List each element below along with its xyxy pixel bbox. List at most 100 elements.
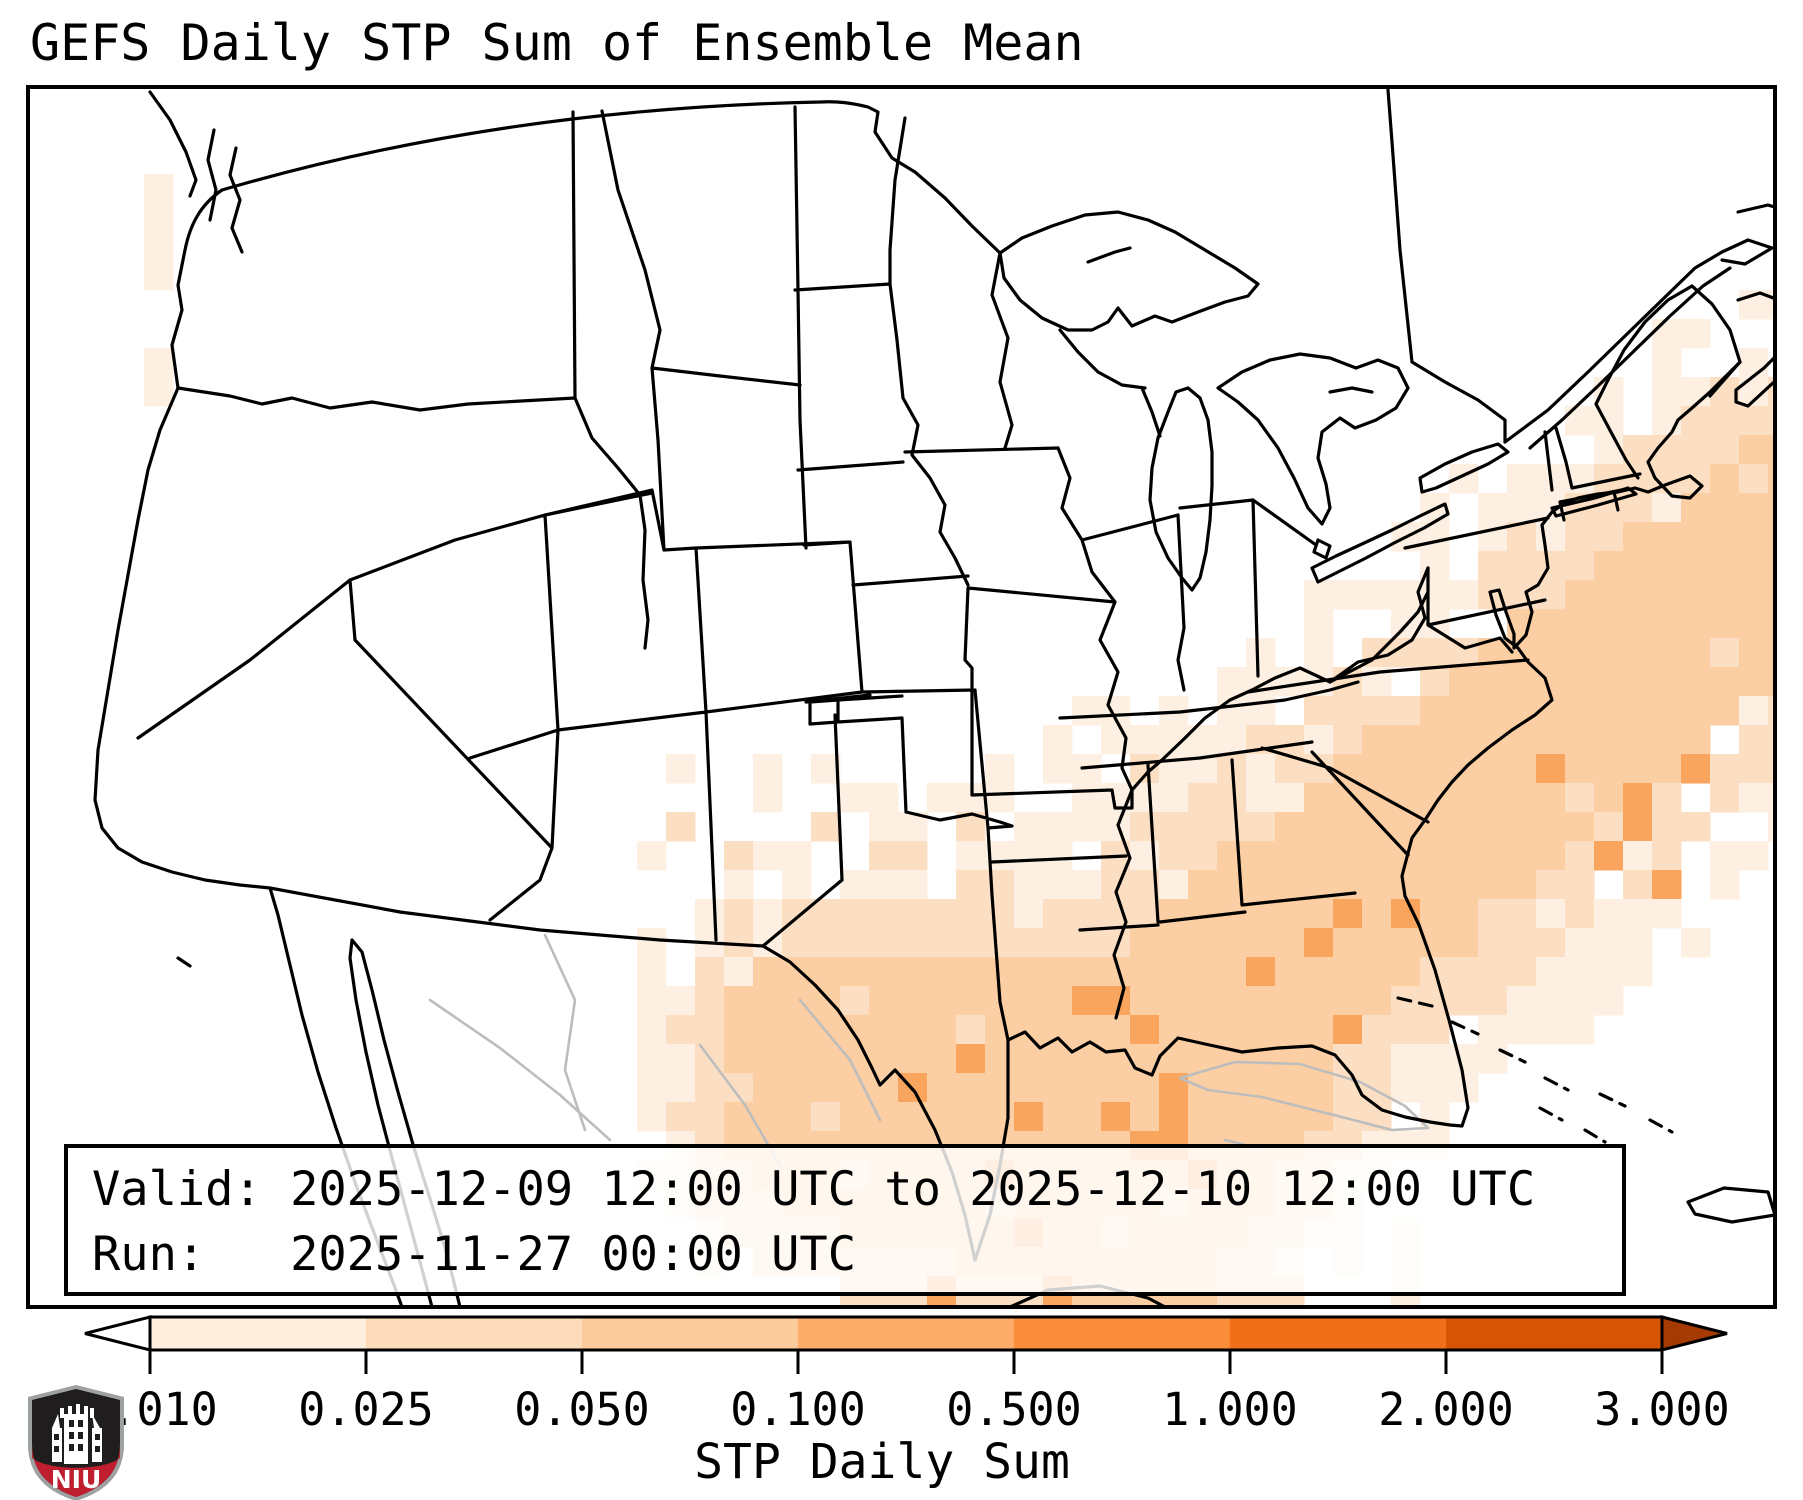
bahamas-islands (1396, 996, 1674, 1144)
heat-cell (1072, 783, 1102, 813)
valid-run-info-box: Valid: 2025-12-09 12:00 UTC to 2025-12-1… (64, 1144, 1626, 1296)
heat-cell (1594, 551, 1624, 581)
heat-cell (1362, 812, 1392, 842)
heat-cell (1768, 725, 1775, 755)
heat-cell (1333, 783, 1363, 813)
heat-cell (1681, 522, 1711, 552)
heat-cell (782, 1102, 812, 1132)
heat-cell (1159, 957, 1189, 987)
heat-cell (1304, 1102, 1334, 1132)
heat-cell (1710, 464, 1740, 494)
pacific-coast (93, 188, 404, 1307)
heat-cell (1304, 928, 1334, 958)
heat-cell (1043, 812, 1073, 842)
heat-cell (1681, 406, 1711, 436)
heat-cell (1043, 986, 1073, 1016)
heat-cell (1478, 783, 1508, 813)
heat-cell (1304, 899, 1334, 929)
heat-cell (1217, 1102, 1247, 1132)
heat-cell (695, 957, 725, 987)
heat-cell (1188, 1015, 1218, 1045)
heat-cell (1275, 1015, 1305, 1045)
heat-cell (1681, 928, 1711, 958)
colorbar-outline (148, 1315, 1664, 1352)
heat-cell (1188, 783, 1218, 813)
heat-cell (1101, 1102, 1131, 1132)
heat-cell (840, 783, 870, 813)
heat-cell (869, 1073, 899, 1103)
heat-cell (1188, 1102, 1218, 1132)
heat-cell (1275, 841, 1305, 871)
heat-cell (1623, 957, 1653, 987)
heat-cell (1739, 638, 1769, 668)
heat-cell (1739, 406, 1769, 436)
heat-cell (1217, 1073, 1247, 1103)
heat-cell (1739, 435, 1769, 465)
heat-cell (1246, 957, 1276, 987)
heat-cell (695, 1102, 725, 1132)
heat-cell (869, 783, 899, 813)
heat-cell (1333, 725, 1363, 755)
heat-cell (1391, 1044, 1421, 1074)
figure-title: GEFS Daily STP Sum of Ensemble Mean (30, 14, 1084, 72)
heat-cell (1420, 1015, 1450, 1045)
heat-cell (985, 1073, 1015, 1103)
heat-cell (1304, 609, 1334, 639)
heat-cell (1565, 1015, 1595, 1045)
heat-cell (1159, 899, 1189, 929)
heat-cell (1565, 725, 1595, 755)
heat-cell (1333, 580, 1363, 610)
heat-cell (1652, 696, 1682, 726)
heat-cell (1275, 986, 1305, 1016)
heat-cell (1449, 1044, 1479, 1074)
heat-cell (1594, 754, 1624, 784)
heat-cell (1159, 841, 1189, 871)
heat-cell (1478, 812, 1508, 842)
new-brunswick-maine (1594, 284, 1742, 480)
heat-cell (1652, 377, 1682, 407)
heat-cell (1014, 812, 1044, 842)
heat-cell (724, 870, 754, 900)
anticosti-island (1736, 203, 1775, 214)
heat-cell (1652, 754, 1682, 784)
heat-cell (1275, 899, 1305, 929)
heat-cell (1101, 1015, 1131, 1045)
heat-cell (898, 957, 928, 987)
heat-cell (1594, 580, 1624, 610)
heat-cell (1304, 580, 1334, 610)
logo-castle-icon (52, 1404, 102, 1464)
lake-ontario (1418, 442, 1510, 494)
heat-cell (1652, 609, 1682, 639)
heat-cell (1391, 928, 1421, 958)
heat-cell (956, 899, 986, 929)
heat-cell (927, 1102, 957, 1132)
heat-cell (1594, 841, 1624, 871)
heat-cell (1739, 783, 1769, 813)
heat-cell (985, 928, 1015, 958)
heat-cell (1739, 609, 1769, 639)
heat-cell (869, 812, 899, 842)
heat-cell (1333, 986, 1363, 1016)
heat-cell (1391, 725, 1421, 755)
heat-cell (927, 986, 957, 1016)
heat-cell (1420, 754, 1450, 784)
heat-cell (1681, 580, 1711, 610)
heat-cell (1246, 638, 1276, 668)
heat-cell (1130, 1073, 1160, 1103)
heat-cell (1478, 493, 1508, 523)
colorbar-segment (798, 1317, 1014, 1350)
heat-cell (1304, 725, 1334, 755)
heat-cell (1623, 667, 1653, 697)
heat-cell (840, 957, 870, 987)
heat-cell (1652, 812, 1682, 842)
lake-huron (1216, 352, 1410, 526)
heat-cell (1159, 1044, 1189, 1074)
heat-cell (666, 1073, 696, 1103)
heat-cell (1536, 870, 1566, 900)
heat-cell (1188, 841, 1218, 871)
heat-cell (1681, 435, 1711, 465)
heat-cell (1362, 1015, 1392, 1045)
heat-cell (1681, 696, 1711, 726)
heat-cell (1333, 1015, 1363, 1045)
heat-cell (1507, 928, 1537, 958)
